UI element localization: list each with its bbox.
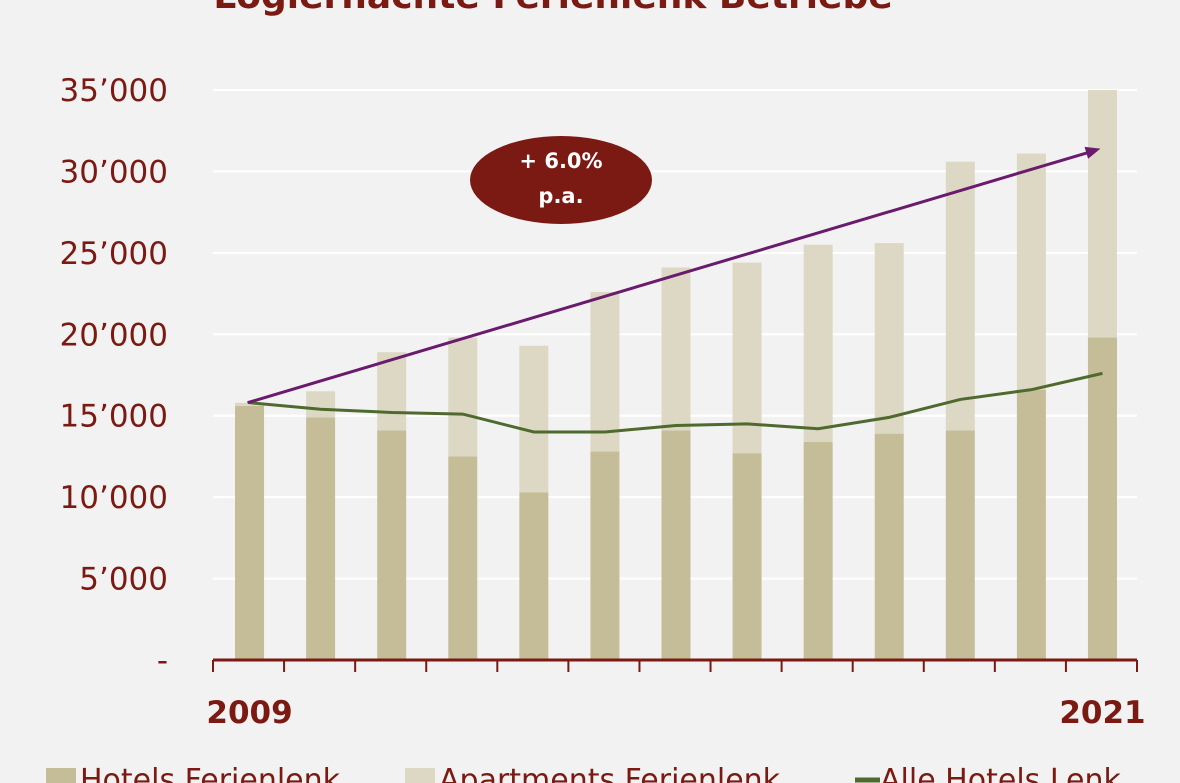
bar-apartments-2015 [661,267,691,431]
x-tick-label: 2009 [206,695,292,731]
y-tick-label: 15’000 [60,399,168,435]
line-alle-hotels [249,371,1103,434]
bar-apartments-2013 [519,345,549,493]
bar-hotels-2013 [519,492,549,660]
y-tick-label: - [157,643,168,679]
legend-label: Apartments Ferienlenk [439,763,781,783]
trend-arrow-head [1084,146,1101,159]
bar-hotels-2021 [1087,337,1117,660]
bar-hotels-2012 [448,456,478,660]
bar-hotels-2009 [235,405,265,660]
bar-apartments-2020 [1016,153,1046,390]
bar-apartments-2019 [945,161,975,431]
bar-hotels-2016 [732,453,762,660]
trend-arrow-line [247,149,1095,405]
annotation-line2: p.a. [538,184,583,208]
bar-apartments-2018 [874,243,904,434]
y-tick-label: 5’000 [79,562,168,598]
bar-apartments-2012 [448,337,478,457]
bar-apartments-2014 [590,291,620,452]
bar-apartments-2010 [306,391,336,418]
y-tick-label: 35’000 [60,73,168,109]
bar-hotels-2020 [1016,389,1046,660]
bar-apartments-2011 [377,352,407,431]
bar-apartments-2009 [235,402,265,406]
legend-swatch [405,768,435,783]
legend-label: Hotels Ferienlenk [80,763,341,783]
bar-hotels-2019 [945,430,975,660]
bar-apartments-2016 [732,262,762,454]
x-tick-label: 2021 [1059,695,1145,731]
y-tick-label: 30’000 [60,154,168,190]
y-tick-label: 10’000 [60,480,168,516]
bar-hotels-2015 [661,430,691,660]
chart-title: Logiernächte Ferienlenk Betriebe [213,0,892,17]
bar-hotels-2010 [306,417,336,660]
annotation-line1: + 6.0% [519,149,602,173]
bar-apartments-2021 [1087,90,1117,338]
bar-apartments-2017 [803,244,833,442]
y-tick-label: 20’000 [60,317,168,353]
bar-hotels-2011 [377,430,407,660]
legend-swatch [46,768,76,783]
legend-label: Alle Hotels Lenk [880,763,1121,783]
bar-hotels-2018 [874,433,904,660]
y-tick-label: 25’000 [60,236,168,272]
growth-annotation: + 6.0% p.a. [470,136,652,224]
bar-hotels-2017 [803,441,833,660]
bar-hotels-2014 [590,451,620,660]
annotation-ellipse [470,136,652,224]
